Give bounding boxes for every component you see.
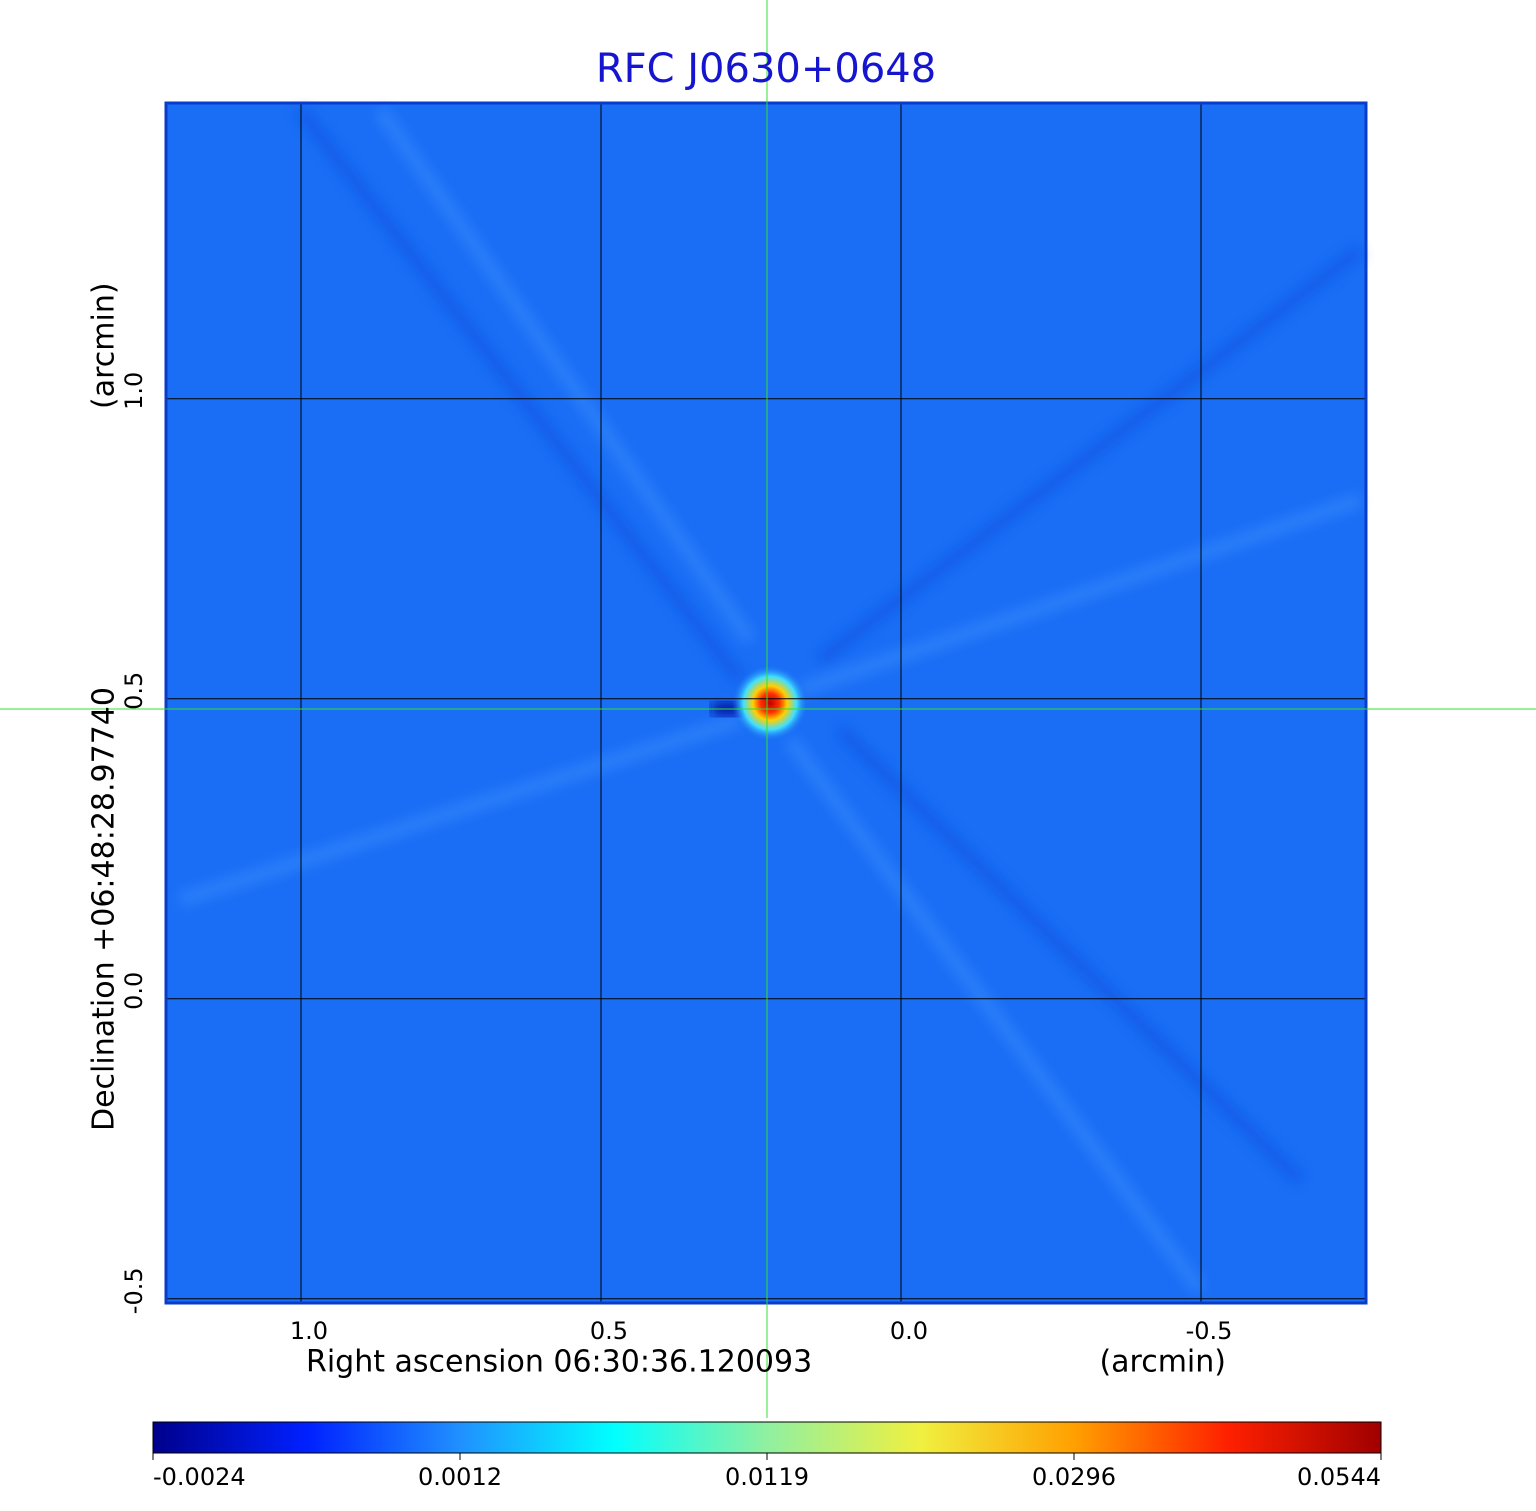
colorbar-tick-label: 0.0012 bbox=[418, 1463, 502, 1491]
y-tick-label: 1.0 bbox=[120, 372, 148, 410]
colorbar-tick-label: -0.0024 bbox=[153, 1463, 246, 1491]
colorbar-tick-label: 0.0296 bbox=[1032, 1463, 1116, 1491]
x-tick-label: 0.5 bbox=[590, 1317, 628, 1345]
x-axis-label: Right ascension 06:30:36.120093 bbox=[306, 1345, 812, 1380]
colorbar bbox=[152, 1421, 1382, 1454]
sky-image bbox=[166, 103, 1366, 1303]
y-axis-label: Declination +06:48:28.97740 bbox=[87, 687, 122, 1131]
x-tick-label: 1.0 bbox=[290, 1317, 328, 1345]
colorbar-tick-label: 0.0544 bbox=[1297, 1463, 1381, 1491]
x-axis-unit: (arcmin) bbox=[1099, 1345, 1226, 1380]
y-axis-unit: (arcmin) bbox=[87, 282, 122, 409]
y-tick-label: -0.5 bbox=[120, 1267, 148, 1314]
chart-title: RFC J0630+0648 bbox=[596, 46, 936, 92]
x-tick-label: -0.5 bbox=[1186, 1317, 1233, 1345]
x-tick-label: 0.0 bbox=[890, 1317, 928, 1345]
plot-frame bbox=[164, 101, 1368, 1305]
colorbar-tick-label: 0.0119 bbox=[725, 1463, 809, 1491]
y-tick-label: 0.5 bbox=[120, 672, 148, 710]
y-tick-label: 0.0 bbox=[120, 972, 148, 1010]
